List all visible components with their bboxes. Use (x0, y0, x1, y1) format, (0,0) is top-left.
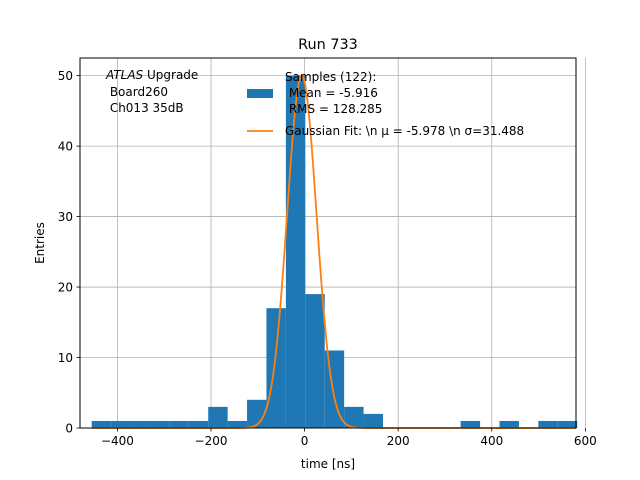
histogram-bar (91, 420, 112, 428)
annotation-line-1: ATLAS Upgrade (105, 68, 198, 82)
x-axis-ticks: −400 −200 0 200 400 600 (101, 428, 597, 448)
x-tick-label: 0 (301, 434, 309, 448)
y-axis-ticks: 0 10 20 30 40 50 (58, 69, 80, 436)
annotation-upgrade-word: Upgrade (143, 68, 198, 82)
y-tick-label: 20 (58, 281, 73, 295)
histogram-bar (460, 420, 481, 428)
x-tick-label: −400 (101, 434, 134, 448)
histogram-bar (188, 420, 209, 428)
legend: Samples (122): Mean = -5.916 RMS = 128.2… (247, 70, 524, 138)
y-tick-label: 40 (58, 140, 73, 154)
x-axis-label: time [ns] (301, 457, 355, 471)
histogram-bar (111, 420, 131, 428)
y-axis-label: Entries (33, 222, 47, 264)
legend-samples-line-1: Samples (122): (285, 70, 376, 84)
annotation-line-3: Ch013 35dB (106, 101, 184, 115)
chart-title: Run 733 (298, 37, 358, 53)
plot-frame (79, 57, 577, 429)
histogram-bar (557, 420, 578, 428)
legend-samples-swatch (247, 89, 273, 98)
histogram-bar (169, 420, 189, 428)
annotation-line-2: Board260 (106, 85, 168, 99)
histogram-bar (499, 420, 519, 428)
histogram-bar (344, 406, 364, 428)
histogram-bar (149, 420, 170, 428)
histogram-bar (130, 420, 150, 428)
x-tick-label: −200 (195, 434, 228, 448)
y-tick-label: 30 (58, 210, 73, 224)
histogram-bar (266, 308, 286, 428)
x-tick-label: 400 (480, 434, 503, 448)
legend-fit-label: Gaussian Fit: \n μ = -5.978 \n σ=31.488 (285, 124, 524, 138)
annotation-atlas-word: ATLAS (105, 68, 144, 82)
histogram-bar (227, 420, 248, 428)
y-tick-label: 10 (58, 351, 73, 365)
legend-samples-line-2: Mean = -5.916 (285, 86, 378, 100)
histogram-bar (305, 294, 325, 428)
y-tick-label: 0 (65, 422, 73, 436)
x-tick-label: 600 (574, 434, 597, 448)
y-tick-label: 50 (58, 69, 73, 83)
histogram-bar (538, 420, 558, 428)
atlas-annotation: ATLAS Upgrade Board260 Ch013 35dB (105, 68, 198, 115)
histogram-bar (208, 406, 228, 428)
histogram-bar (363, 413, 383, 428)
x-tick-label: 200 (387, 434, 410, 448)
legend-samples-line-3: RMS = 128.285 (285, 102, 382, 116)
